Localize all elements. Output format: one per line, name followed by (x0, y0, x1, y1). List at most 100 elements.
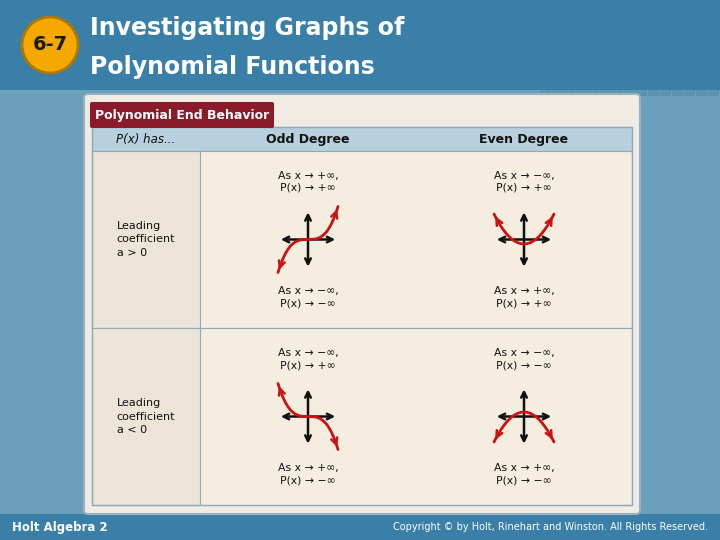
Bar (576, 25, 586, 35)
Bar (708, 61, 718, 71)
FancyBboxPatch shape (84, 94, 640, 514)
Bar (552, 73, 562, 83)
Bar (92, 151, 200, 328)
Bar (648, 1, 658, 11)
Bar (708, 1, 718, 11)
Bar (588, 85, 598, 95)
Bar (648, 73, 658, 83)
Bar (708, 13, 718, 23)
Bar (564, 25, 574, 35)
Bar (576, 37, 586, 47)
Bar (684, 13, 694, 23)
Bar (0, 0, 720, 90)
Bar (648, 49, 658, 59)
Bar (648, 85, 658, 95)
Bar (624, 13, 634, 23)
Bar (564, 1, 574, 11)
Bar (636, 73, 646, 83)
Bar (660, 73, 670, 83)
Bar (0, 514, 720, 540)
Text: Investigating Graphs of: Investigating Graphs of (90, 16, 405, 40)
Text: As x → +∞,
P(x) → +∞: As x → +∞, P(x) → +∞ (494, 286, 554, 308)
Bar (684, 37, 694, 47)
Bar (624, 85, 634, 95)
Bar (92, 328, 200, 505)
Bar (672, 85, 682, 95)
Bar (696, 61, 706, 71)
Bar (624, 49, 634, 59)
Bar (600, 73, 610, 83)
Bar (552, 49, 562, 59)
Bar (636, 49, 646, 59)
Bar (600, 13, 610, 23)
Bar (540, 85, 550, 95)
Bar (696, 49, 706, 59)
Bar (696, 85, 706, 95)
Bar (684, 73, 694, 83)
Bar (576, 85, 586, 95)
Bar (92, 127, 632, 505)
Text: Even Degree: Even Degree (480, 132, 569, 145)
Text: Odd Degree: Odd Degree (266, 132, 350, 145)
Bar (684, 49, 694, 59)
Bar (660, 61, 670, 71)
Bar (672, 1, 682, 11)
Text: Polynomial End Behavior: Polynomial End Behavior (95, 109, 269, 122)
Bar (708, 85, 718, 95)
Bar (660, 49, 670, 59)
Bar (540, 49, 550, 59)
Bar (576, 13, 586, 23)
Bar (696, 25, 706, 35)
Bar (660, 85, 670, 95)
Bar (624, 1, 634, 11)
Bar (648, 61, 658, 71)
Bar (564, 85, 574, 95)
Bar (636, 13, 646, 23)
Bar (684, 61, 694, 71)
FancyBboxPatch shape (90, 102, 274, 128)
Bar (636, 1, 646, 11)
Bar (672, 25, 682, 35)
Bar (612, 85, 622, 95)
Bar (540, 13, 550, 23)
Bar (696, 1, 706, 11)
Bar (600, 49, 610, 59)
Bar (672, 37, 682, 47)
Bar (672, 61, 682, 71)
Bar (588, 13, 598, 23)
Text: 6-7: 6-7 (32, 36, 68, 55)
Bar (708, 25, 718, 35)
Text: Leading
coefficient
a < 0: Leading coefficient a < 0 (117, 399, 175, 435)
Bar (672, 13, 682, 23)
Bar (636, 37, 646, 47)
Text: Copyright © by Holt, Rinehart and Winston. All Rights Reserved.: Copyright © by Holt, Rinehart and Winsto… (393, 522, 708, 532)
Bar (576, 73, 586, 83)
Bar (564, 73, 574, 83)
Bar (612, 13, 622, 23)
Bar (648, 13, 658, 23)
Bar (540, 73, 550, 83)
Bar (696, 13, 706, 23)
Bar (708, 37, 718, 47)
Bar (612, 61, 622, 71)
Bar (576, 1, 586, 11)
Bar (624, 73, 634, 83)
Bar (600, 25, 610, 35)
Bar (600, 37, 610, 47)
Bar (612, 49, 622, 59)
Bar (564, 13, 574, 23)
Bar (696, 37, 706, 47)
Bar (660, 1, 670, 11)
Bar (552, 85, 562, 95)
Text: As x → −∞,
P(x) → −∞: As x → −∞, P(x) → −∞ (494, 348, 554, 370)
Bar (564, 61, 574, 71)
Bar (576, 61, 586, 71)
Bar (660, 25, 670, 35)
Bar (92, 127, 632, 151)
Bar (588, 25, 598, 35)
Text: Polynomial Functions: Polynomial Functions (90, 55, 374, 79)
Bar (612, 1, 622, 11)
Bar (648, 37, 658, 47)
Bar (588, 1, 598, 11)
Bar (636, 61, 646, 71)
